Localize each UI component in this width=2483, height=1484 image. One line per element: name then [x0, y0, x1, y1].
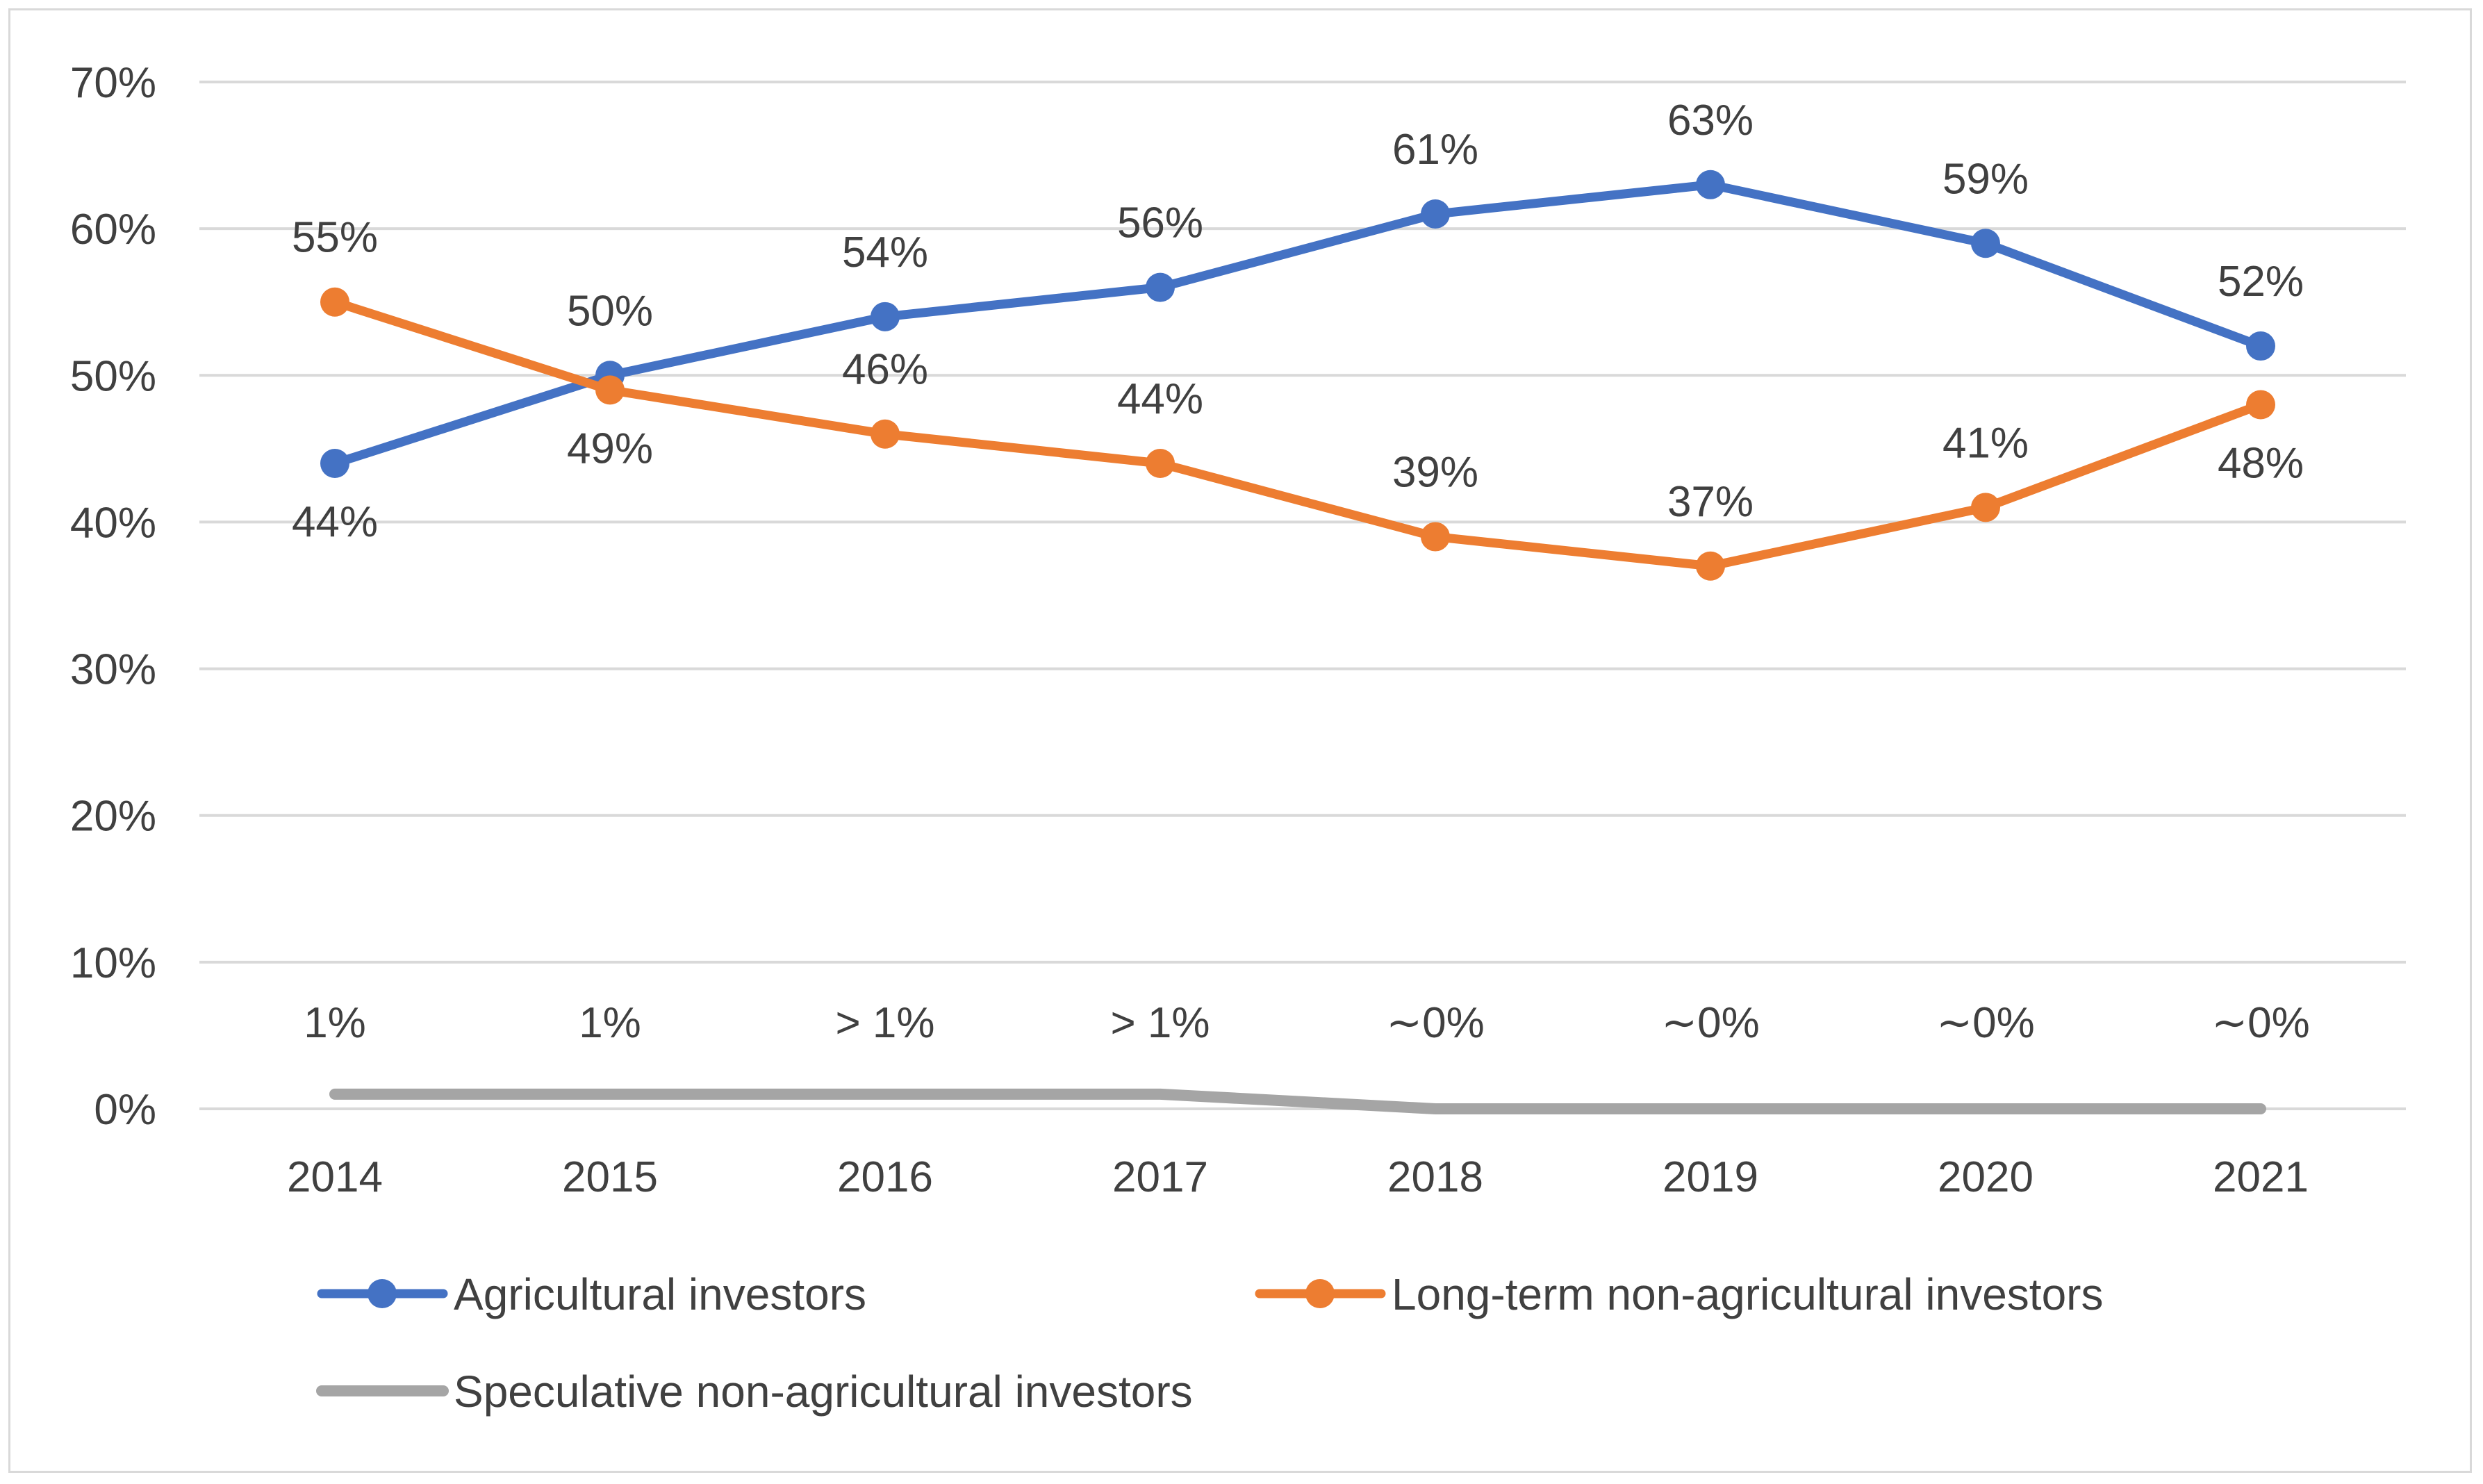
- agricultural-investors-label-2016: 54%: [842, 229, 928, 277]
- agricultural-investors-label-2021: 52%: [2218, 258, 2304, 306]
- y-tick-label-0: 0%: [94, 1086, 156, 1134]
- speculative-non-agricultural-investors-label-2021: ∼0%: [2211, 999, 2310, 1047]
- x-tick-label-2018: 2018: [1387, 1153, 1483, 1201]
- agricultural-investors-label-2019: 63%: [1667, 97, 1754, 145]
- legend-label-speculative-non-agricultural-investors: Speculative non-agricultural investors: [454, 1367, 1193, 1417]
- agricultural-investors-point-2020: [1971, 229, 2000, 258]
- legend-marker-agricultural-investors: [368, 1279, 397, 1308]
- x-axis: 2014 2015 2016 2017 2018 2019 2020 2021: [287, 1153, 2309, 1201]
- speculative-non-agricultural-investors-label-2017: > 1%: [1110, 999, 1210, 1047]
- agricultural-investors-point-2017: [1146, 272, 1175, 302]
- long-term-non-agricultural-investors-line: [330, 297, 2266, 571]
- speculative-non-agricultural-investors-label-2016: > 1%: [835, 999, 934, 1047]
- y-tick-label-50: 50%: [70, 352, 156, 400]
- y-tick-label-30: 30%: [70, 646, 156, 694]
- x-tick-label-2014: 2014: [287, 1153, 383, 1201]
- x-tick-label-2019: 2019: [1663, 1153, 1758, 1201]
- long-term-non-agricultural-investors-point-2017: [1146, 448, 1175, 478]
- agricultural-investors-label-2020: 59%: [1942, 155, 2029, 203]
- speculative-non-agricultural-investors-line: [329, 1088, 2266, 1114]
- speculative-non-agricultural-investors-label-2020: ∼0%: [1936, 999, 2035, 1047]
- long-term-non-agricultural-investors-point-2020: [1971, 493, 2000, 522]
- agricultural-investors-line: [330, 180, 2266, 468]
- series-group: [320, 170, 2275, 1114]
- x-tick-label-2017: 2017: [1112, 1153, 1208, 1201]
- agricultural-investors-label-2017: 56%: [1117, 199, 1203, 247]
- legend: Agricultural investors Long-term non-agri…: [316, 1269, 2103, 1417]
- agricultural-investors-point-2018: [1421, 199, 1450, 229]
- x-tick-label-2020: 2020: [1938, 1153, 2034, 1201]
- legend-marker-long-term-non-agricultural-investors: [1305, 1279, 1335, 1308]
- agricultural-investors-point-2021: [2246, 331, 2275, 361]
- long-term-non-agricultural-investors-label-2019: 37%: [1667, 478, 1754, 526]
- y-tick-label-70: 70%: [70, 59, 156, 107]
- agricultural-investors-point-2019: [1696, 170, 1725, 199]
- x-tick-label-2016: 2016: [837, 1153, 933, 1201]
- long-term-non-agricultural-investors-point-2015: [595, 375, 625, 405]
- y-tick-label-60: 60%: [70, 206, 156, 254]
- long-term-non-agricultural-investors-label-2015: 49%: [567, 424, 653, 472]
- chart-frame: 0% 10% 20% 30% 40% 50% 60% 70% 2014 2015 2016 2017…: [8, 8, 2472, 1473]
- legend-label-long-term-non-agricultural-investors: Long-term non-agricultural investors: [1392, 1269, 2103, 1319]
- x-tick-label-2021: 2021: [2213, 1153, 2309, 1201]
- long-term-non-agricultural-investors-label-2020: 41%: [1942, 419, 2029, 467]
- agricultural-investors-label-2015: 50%: [567, 287, 653, 335]
- y-tick-label-10: 10%: [70, 939, 156, 987]
- y-tick-label-20: 20%: [70, 793, 156, 841]
- long-term-non-agricultural-investors-point-2019: [1696, 551, 1725, 581]
- long-term-non-agricultural-investors-point-2014: [320, 287, 349, 317]
- long-term-non-agricultural-investors-label-2021: 48%: [2218, 440, 2304, 488]
- y-axis: 0% 10% 20% 30% 40% 50% 60% 70%: [70, 59, 156, 1134]
- x-tick-label-2015: 2015: [562, 1153, 658, 1201]
- agricultural-investors-label-2014: 44%: [292, 498, 378, 546]
- long-term-non-agricultural-investors-label-2018: 39%: [1392, 449, 1478, 497]
- data-labels: 44% 50% 54% 56% 61% 63% 59% 52% 55% 49% 46% 44% 39% 3…: [292, 97, 2310, 1047]
- agricultural-investors-point-2014: [320, 448, 349, 478]
- speculative-non-agricultural-investors-label-2014: 1%: [304, 999, 366, 1047]
- gridlines: [199, 81, 2406, 1110]
- long-term-non-agricultural-investors-point-2021: [2246, 390, 2275, 420]
- long-term-non-agricultural-investors-label-2017: 44%: [1117, 375, 1203, 423]
- speculative-non-agricultural-investors-label-2019: ∼0%: [1661, 999, 1760, 1047]
- speculative-non-agricultural-investors-label-2015: 1%: [579, 999, 641, 1047]
- legend-label-agricultural-investors: Agricultural investors: [454, 1269, 866, 1319]
- speculative-non-agricultural-investors-label-2018: ∼0%: [1386, 999, 1485, 1047]
- long-term-non-agricultural-investors-point-2018: [1421, 522, 1450, 552]
- line-chart: 0% 10% 20% 30% 40% 50% 60% 70% 2014 2015 2016 2017…: [70, 59, 2406, 1417]
- agricultural-investors-point-2016: [871, 302, 900, 331]
- agricultural-investors-label-2018: 61%: [1392, 126, 1478, 174]
- y-tick-label-40: 40%: [70, 499, 156, 547]
- long-term-non-agricultural-investors-label-2014: 55%: [292, 214, 378, 262]
- long-term-non-agricultural-investors-point-2016: [871, 419, 900, 449]
- long-term-non-agricultural-investors-label-2016: 46%: [842, 346, 928, 394]
